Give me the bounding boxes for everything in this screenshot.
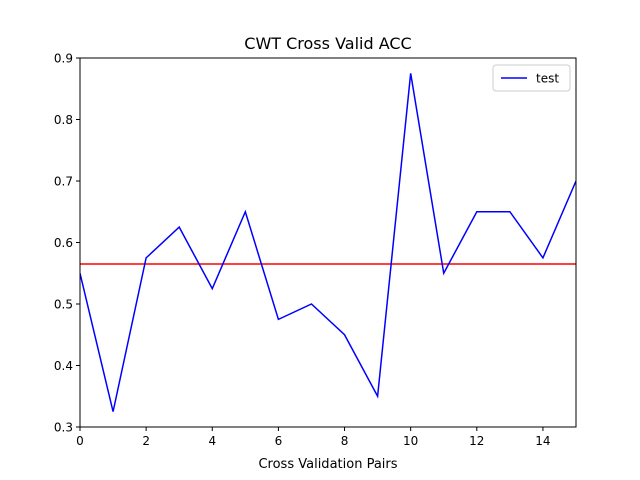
y-tick-label: 0.4 (54, 359, 73, 373)
y-tick-label: 0.9 (54, 52, 73, 66)
x-tick-label: 8 (341, 434, 349, 448)
x-tick-label: 14 (535, 434, 550, 448)
y-tick-label: 0.5 (54, 298, 73, 312)
x-tick-label: 6 (275, 434, 283, 448)
y-tick-label: 0.8 (54, 113, 73, 127)
x-tick-label: 2 (142, 434, 150, 448)
y-tick-label: 0.6 (54, 236, 73, 250)
series-line-test (80, 73, 576, 412)
x-axis-label: Cross Validation Pairs (258, 457, 397, 472)
y-tick-label: 0.7 (54, 175, 73, 189)
x-tick-label: 10 (403, 434, 418, 448)
chart-title: CWT Cross Valid ACC (244, 34, 411, 53)
plot-area: 0 2 4 6 8 10 12 14 0.3 0.4 0.5 0.6 0.7 0.8 0.9 test (54, 52, 577, 448)
x-tick-label: 0 (76, 434, 84, 448)
x-tick-label: 12 (469, 434, 484, 448)
legend-box (492, 64, 571, 92)
x-tick-label: 4 (208, 434, 216, 448)
y-tick-label: 0.3 (54, 421, 73, 435)
legend-label: test (536, 72, 559, 86)
legend: test (492, 64, 571, 92)
